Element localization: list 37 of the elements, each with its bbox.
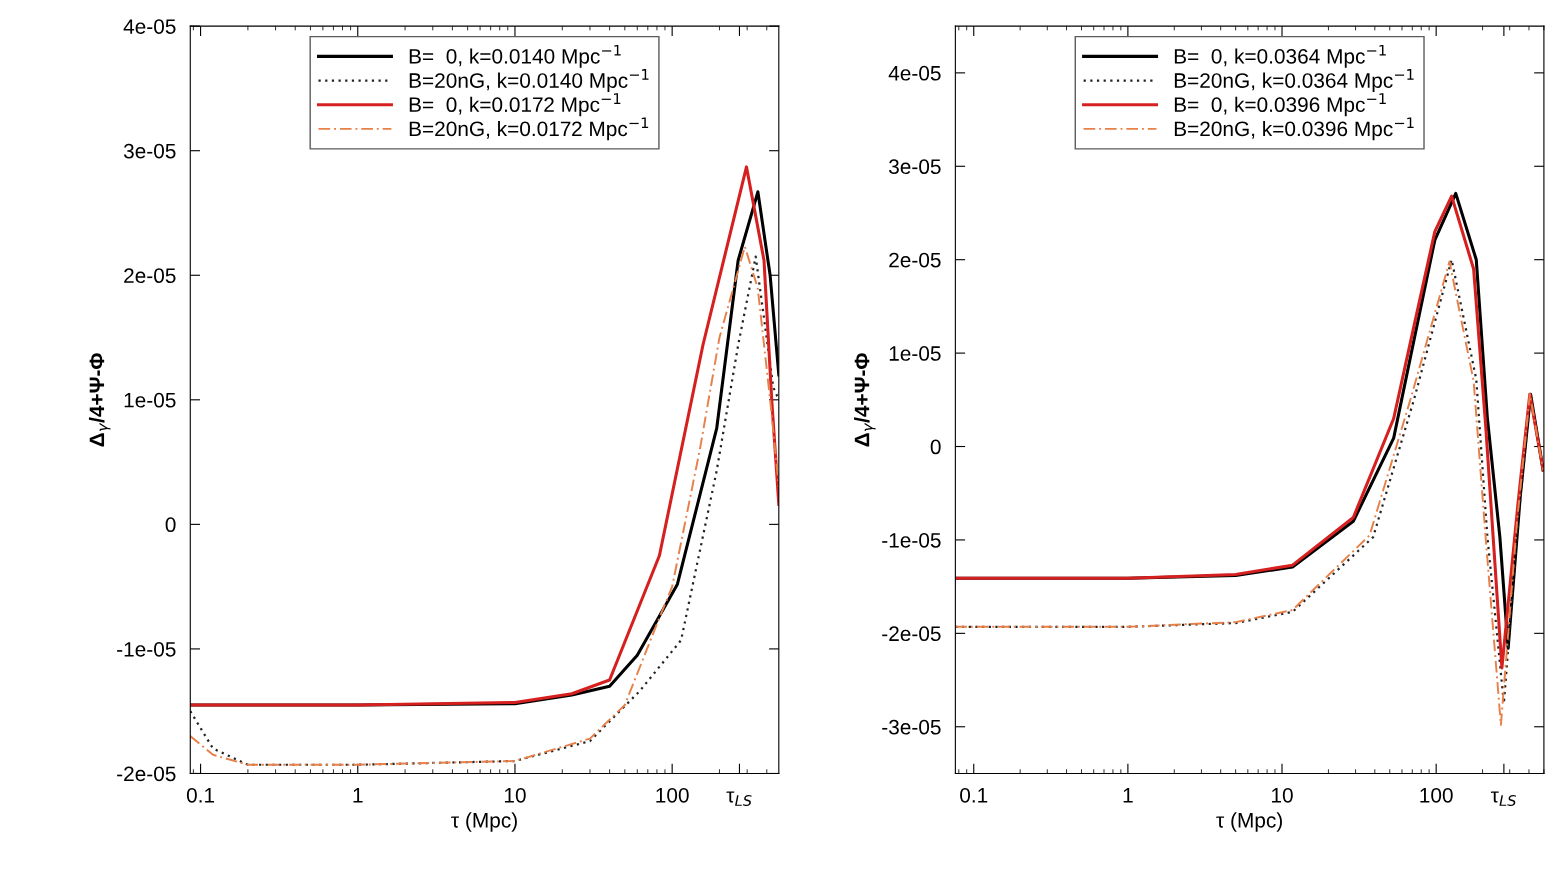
x-tick-label: 100 [1420, 787, 1453, 803]
x-tick-label: τ$_{LS}$ [726, 791, 752, 807]
y-tick-label: 0 [930, 439, 941, 455]
y-tick-label: 0 [165, 517, 176, 533]
y-tick-label: -2e-05 [882, 626, 941, 642]
legend-label: B=20nG, k=0.0140 Mpc$^{−1}$ [409, 69, 649, 93]
y-tick-label: 3e-05 [123, 143, 176, 159]
y-tick-label: -3e-05 [882, 719, 941, 735]
y-tick-label: -1e-05 [882, 532, 941, 548]
x-tick-label: 10 [1272, 787, 1293, 803]
legend-label: B=20nG, k=0.0172 Mpc$^{−1}$ [409, 117, 649, 141]
y-axis-title: Δ$_{γ}$/4+Ψ-Φ [88, 353, 111, 447]
y-tick-label: 1e-05 [889, 346, 941, 361]
y-axis-title: Δ$_{γ}$/4+Ψ-Φ [854, 353, 876, 447]
legend-label: B= 0, k=0.0140 Mpc$^{−1}$ [409, 44, 621, 68]
x-tick-label: 0.1 [186, 787, 215, 803]
legend-label: B= 0, k=0.0396 Mpc$^{−1}$ [1174, 93, 1386, 117]
x-tick-label: 10 [504, 787, 526, 803]
legend-label: B= 0, k=0.0364 Mpc$^{−1}$ [1174, 44, 1386, 68]
x-axis-title: τ (Mpc) [1216, 812, 1282, 832]
y-tick-label: 2e-05 [889, 252, 941, 268]
y-tick-label: -2e-05 [117, 766, 176, 782]
y-tick-label: 2e-05 [124, 268, 176, 284]
y-tick-label: 3e-05 [889, 159, 941, 175]
legend-label: B= 0, k=0.0172 Mpc$^{−1}$ [409, 93, 621, 117]
y-tick-label: 4e-05 [888, 65, 941, 81]
x-tick-label: 0.1 [960, 787, 988, 803]
y-tick-label: -1e-05 [117, 641, 176, 657]
x-tick-label: 1 [353, 788, 363, 803]
x-tick-label: 100 [656, 787, 689, 803]
x-tick-label: τ$_{LS}$ [1490, 791, 1516, 807]
x-tick-label: 1 [1123, 788, 1133, 803]
y-tick-label: 1e-05 [124, 392, 176, 408]
x-axis-title: τ (Mpc) [451, 812, 517, 832]
y-tick-label: 4e-05 [123, 19, 176, 34]
legend-label: B=20nG, k=0.0396 Mpc$^{−1}$ [1174, 117, 1414, 141]
legend-label: B=20nG, k=0.0364 Mpc$^{−1}$ [1174, 69, 1414, 93]
